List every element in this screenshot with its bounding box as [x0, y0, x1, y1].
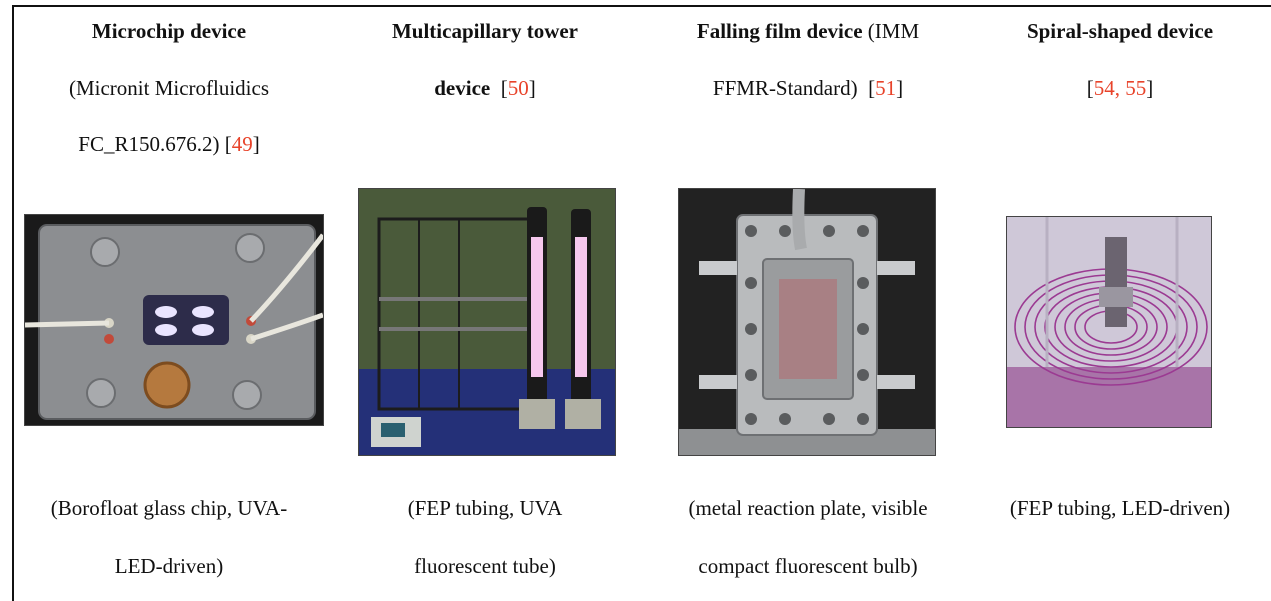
table-left-rule — [12, 5, 14, 601]
multicapillary-tower-photo — [358, 188, 616, 456]
table-top-rule — [12, 5, 1271, 7]
column-caption: (metal reaction plate, visible — [688, 496, 928, 520]
column-title: Microchip device — [91, 19, 247, 43]
reference-link[interactable]: 54, 55 — [1093, 76, 1147, 100]
column-subtitle-ref-line: FFMR-Standard) [51] — [712, 76, 904, 100]
column-title: Multicapillary tower — [391, 19, 579, 43]
column-caption: (FEP tubing, LED-driven) — [1009, 496, 1231, 520]
column-caption-line2: compact fluorescent bulb) — [698, 554, 918, 578]
column-title: Spiral-shaped device — [1026, 19, 1214, 43]
microchip-photo — [24, 214, 324, 426]
reference-link[interactable]: 50 — [507, 76, 529, 100]
falling-film-photo — [678, 188, 936, 456]
reference-link[interactable]: 49 — [231, 132, 253, 156]
column-caption: (FEP tubing, UVA — [407, 496, 563, 520]
column-title: Falling film device — [696, 19, 863, 43]
spiral-device-photo — [1006, 216, 1212, 428]
column-caption-line2: fluorescent tube) — [414, 554, 556, 578]
column-subtitle: (Micronit Microfluidics — [68, 76, 270, 100]
column-subtitle-ref-line: [54, 55] — [1086, 76, 1154, 100]
reference-link[interactable]: 51 — [875, 76, 897, 100]
column-caption: (Borofloat glass chip, UVA- — [50, 496, 288, 520]
column-caption-line2: LED-driven) — [114, 554, 224, 578]
column-subtitle-ref-line: device [50] — [434, 76, 536, 100]
column-subtitle-ref-line: FC_R150.676.2) [49] — [78, 132, 260, 156]
